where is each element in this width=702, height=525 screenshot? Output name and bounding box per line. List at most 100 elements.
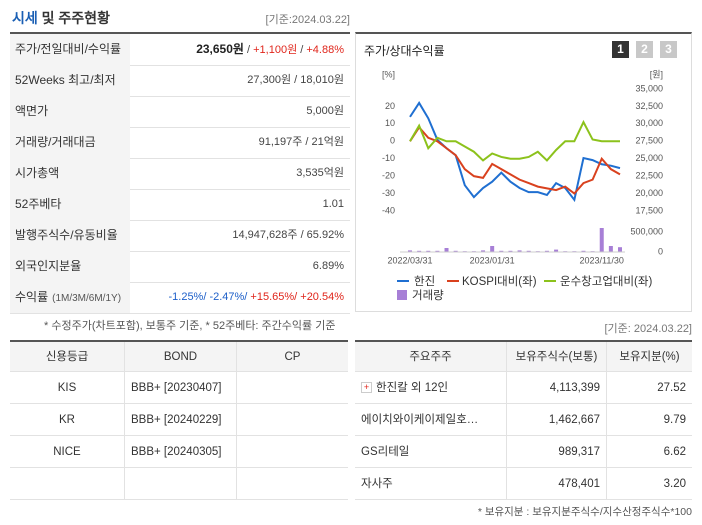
label: 52주베타: [15, 197, 62, 211]
value: +20.54%: [300, 291, 344, 303]
chart-button[interactable]: 1: [612, 41, 629, 58]
header-cell: 보유지분(%): [607, 342, 692, 372]
volume-bar: [426, 250, 431, 252]
value: 5,000원: [306, 105, 344, 117]
legend-label: 운수창고업대비(좌): [560, 275, 652, 288]
cell: [125, 468, 237, 500]
y-tick-label: -10: [382, 153, 395, 163]
volume-bar: [581, 250, 586, 252]
value: 23,650원: [196, 42, 244, 56]
volume-bar: [544, 250, 549, 252]
y2-tick-label: 32,500: [635, 101, 663, 111]
summary-row: 거래량/거래대금 91,197주 / 21억원: [10, 127, 350, 159]
cell: 478,401: [507, 468, 607, 500]
cell-text: 3.20: [663, 478, 686, 490]
legend-label: KOSPI대비(좌): [462, 275, 537, 288]
volume-tick-label: 0: [658, 246, 663, 256]
volume-bar: [417, 250, 422, 252]
title-rest: 및 주주현황: [41, 10, 110, 26]
value: +15.65%/: [250, 291, 301, 303]
row-value: 91,197주 / 21억원: [259, 127, 344, 158]
row-label: 거래량/거래대금: [10, 127, 130, 158]
cell-text: GS리테일: [361, 446, 410, 458]
y2-tick-label: 22,500: [635, 171, 663, 181]
label: 52Weeks 최고/최저: [15, 73, 116, 87]
cell-text: KIS: [57, 382, 77, 394]
volume-bar: [508, 250, 513, 252]
summary-row: 외국인지분율 6.89%: [10, 251, 350, 283]
value: -2.47%/: [209, 291, 251, 303]
series-line: [409, 125, 621, 195]
value: 6.89%: [312, 260, 344, 272]
cell: 4,113,399: [507, 372, 607, 404]
cell-text: BBB+ [20240305]: [131, 446, 222, 458]
cell: 1,462,667: [507, 404, 607, 436]
cell: KIS: [10, 372, 125, 404]
legend-swatch: [397, 290, 407, 300]
series-line: [409, 101, 621, 203]
chart-button[interactable]: 2: [636, 41, 653, 58]
row-label: 발행주식수/유동비율: [10, 220, 130, 251]
row-value: 6.89%: [313, 251, 344, 282]
date: [기준: 2024.03.22]: [604, 323, 692, 335]
cell: 3.20: [607, 468, 692, 500]
value: 3,535억원: [296, 167, 344, 179]
cell-text: NICE: [53, 446, 81, 458]
label: 액면가: [15, 104, 49, 118]
cell: [10, 468, 125, 500]
cell-text: 9.79: [663, 414, 686, 426]
credit-table: 신용등급 BOND CP KIS BBB+ [20230407] KR BBB+ [2024…: [10, 340, 348, 502]
chart-button[interactable]: 3: [660, 41, 677, 58]
volume-bar: [481, 250, 486, 252]
x-tick-label: 2022/03/31: [387, 255, 432, 265]
summary-row: 52주베타 1.01: [10, 189, 350, 221]
cell-text: 989,317: [558, 446, 600, 458]
cell: [237, 436, 348, 468]
title-highlight: 시세: [12, 10, 38, 26]
y-tick-label: 0: [390, 136, 395, 146]
row-label: 수익률 (1M/3M/6M/1Y): [10, 282, 130, 313]
volume-bar: [435, 250, 440, 252]
volume-bar: [618, 247, 622, 252]
summary-row: 액면가 5,000원: [10, 96, 350, 128]
y2-tick-label: 30,000: [635, 118, 663, 128]
row-label: 주가/전일대비/수익률: [10, 34, 130, 65]
cell: 자사주: [355, 468, 507, 500]
cell-text: 에이치와이케이제일호…: [361, 414, 479, 426]
cell: 에이치와이케이제일호…: [355, 404, 507, 436]
y-tick-label: 20: [385, 101, 395, 111]
label: 발행주식수/유동비율: [15, 228, 118, 242]
cell: BBB+ [20240229]: [125, 404, 237, 436]
value: +1,100원: [253, 44, 298, 56]
cell-text: BBB+ [20240229]: [131, 414, 222, 426]
y2-unit: [원]: [650, 69, 663, 79]
row-label: 외국인지분율: [10, 251, 130, 282]
cell-text: 478,401: [558, 478, 600, 490]
label: 수익률: [15, 290, 49, 304]
value: 1.01: [322, 198, 344, 210]
row-value: 3,535억원: [296, 158, 344, 189]
summary-row: 52Weeks 최고/최저 27,300원 / 18,010원: [10, 65, 350, 97]
row-value: 14,947,628주 / 65.92%: [232, 220, 344, 251]
cell: [237, 372, 348, 404]
y2-tick-label: 27,500: [635, 136, 663, 146]
chart: [%] [원] 20 10 0 -10 -20 -30 -40 35,000 32,500 30,00…: [382, 69, 663, 302]
volume-bar: [517, 250, 522, 252]
summary-table: 주가/전일대비/수익률 23,650원 / +1,100원 / +4.88% 52W…: [10, 32, 350, 315]
summary-row: 시가총액 3,535억원: [10, 158, 350, 190]
cell: NICE: [10, 436, 125, 468]
volume-bar: [526, 250, 531, 252]
x-tick-label: 2023/01/31: [470, 255, 515, 265]
legend-label: 거래량: [412, 289, 444, 302]
cell: 989,317: [507, 436, 607, 468]
cell-text: 한진칼 외 12인: [376, 382, 449, 394]
sublabel: (1M/3M/6M/1Y): [52, 293, 122, 304]
y-tick-label: -30: [382, 188, 395, 198]
label: 시가총액: [15, 166, 60, 180]
expand-icon: +: [361, 382, 372, 394]
series-line: [409, 119, 620, 162]
summary-row: 주가/전일대비/수익률 23,650원 / +1,100원 / +4.88%: [10, 34, 350, 66]
volume-bar: [599, 228, 604, 252]
